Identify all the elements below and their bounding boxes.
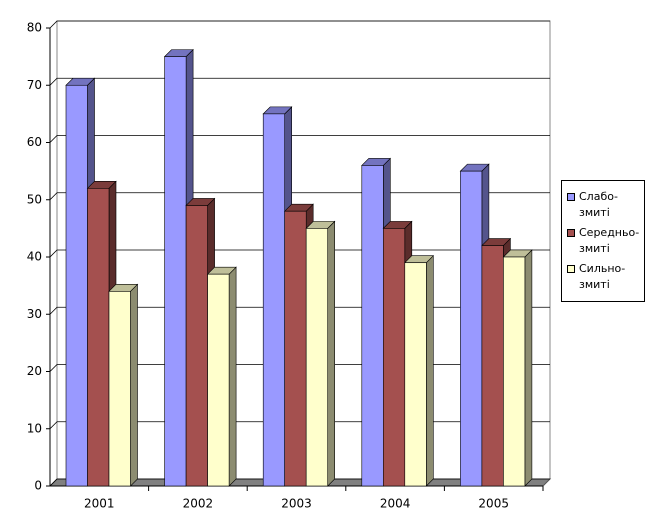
legend-label: Сильно- змиті: [579, 262, 626, 291]
x-tick-label: 2003: [281, 497, 312, 511]
y-tick-label: 60: [27, 135, 42, 149]
bar-side: [425, 255, 434, 487]
legend: Слабо- змиті Середньо- змиті Сильно- змиті: [561, 180, 645, 302]
legend-label: Слабо- змиті: [579, 190, 618, 219]
legend-swatch: [567, 265, 575, 273]
x-tick-label: 2001: [84, 497, 115, 511]
bar: [382, 228, 406, 487]
y-tick-label: 20: [27, 364, 42, 378]
bar-side: [228, 266, 237, 487]
legend-item: Сильно- змиті: [565, 261, 641, 293]
legend-swatch: [567, 193, 575, 201]
bar: [65, 84, 88, 487]
legend-swatch: [567, 229, 575, 237]
y-tick-label: 40: [27, 250, 42, 264]
bar-side: [130, 283, 138, 487]
bar-side: [327, 220, 336, 487]
grid-line: [49, 135, 550, 143]
x-tick-label: 2005: [478, 497, 509, 511]
bar: [460, 170, 483, 487]
bar: [164, 56, 187, 487]
bar: [262, 113, 286, 487]
y-tick-label: 0: [34, 479, 42, 493]
bar: [185, 205, 208, 487]
bar: [207, 273, 230, 487]
bar: [503, 256, 526, 487]
grid-line: [49, 77, 550, 86]
x-tick-label: 2002: [183, 497, 214, 511]
bar: [284, 210, 307, 487]
y-tick-label: 50: [27, 192, 42, 206]
legend-item: Середньо- змиті: [565, 225, 641, 257]
grid-line: [49, 20, 550, 29]
legend-item: Слабо- змиті: [565, 189, 641, 221]
y-tick-label: 80: [27, 21, 42, 35]
bar: [108, 291, 131, 487]
y-tick-label: 30: [27, 307, 42, 321]
bar: [361, 165, 384, 487]
bar-side: [524, 249, 533, 487]
y-tick-label: 10: [27, 421, 42, 435]
x-tick-label: 2004: [380, 497, 411, 511]
bar: [481, 245, 504, 487]
bar: [305, 228, 329, 487]
bar: [404, 262, 427, 487]
legend-label: Середньо- змиті: [579, 226, 640, 255]
bar: [87, 188, 110, 487]
y-tick-label: 70: [27, 78, 42, 92]
